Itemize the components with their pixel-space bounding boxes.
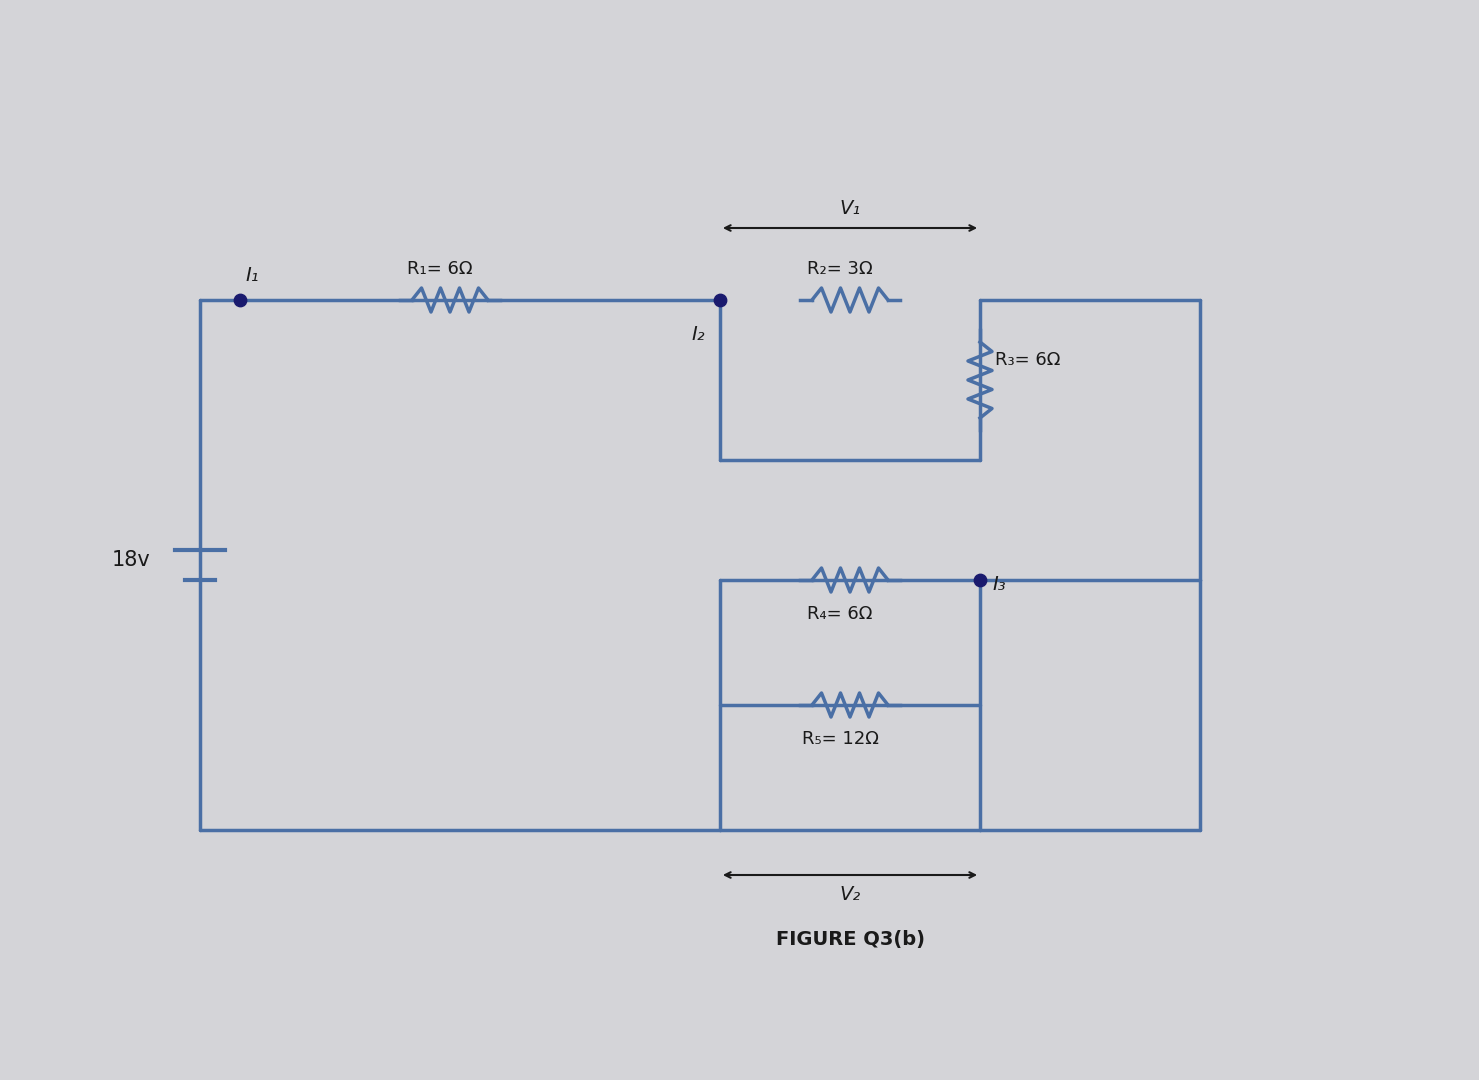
Text: FIGURE Q3(b): FIGURE Q3(b) [775,930,924,949]
Point [969,571,992,589]
Text: R₄= 6Ω: R₄= 6Ω [808,605,873,623]
Text: I₃: I₃ [992,576,1006,594]
Text: R₃= 6Ω: R₃= 6Ω [995,351,1060,369]
Text: R₂= 3Ω: R₂= 3Ω [808,260,873,278]
Text: I₂: I₂ [691,325,705,345]
Text: V₂: V₂ [840,885,861,904]
Text: 18v: 18v [111,550,149,570]
Point [708,292,732,309]
Text: R₁= 6Ω: R₁= 6Ω [407,260,473,278]
Text: I₁: I₁ [246,266,259,285]
Text: V₁: V₁ [840,199,861,218]
Text: R₅= 12Ω: R₅= 12Ω [802,730,879,748]
Point [228,292,251,309]
